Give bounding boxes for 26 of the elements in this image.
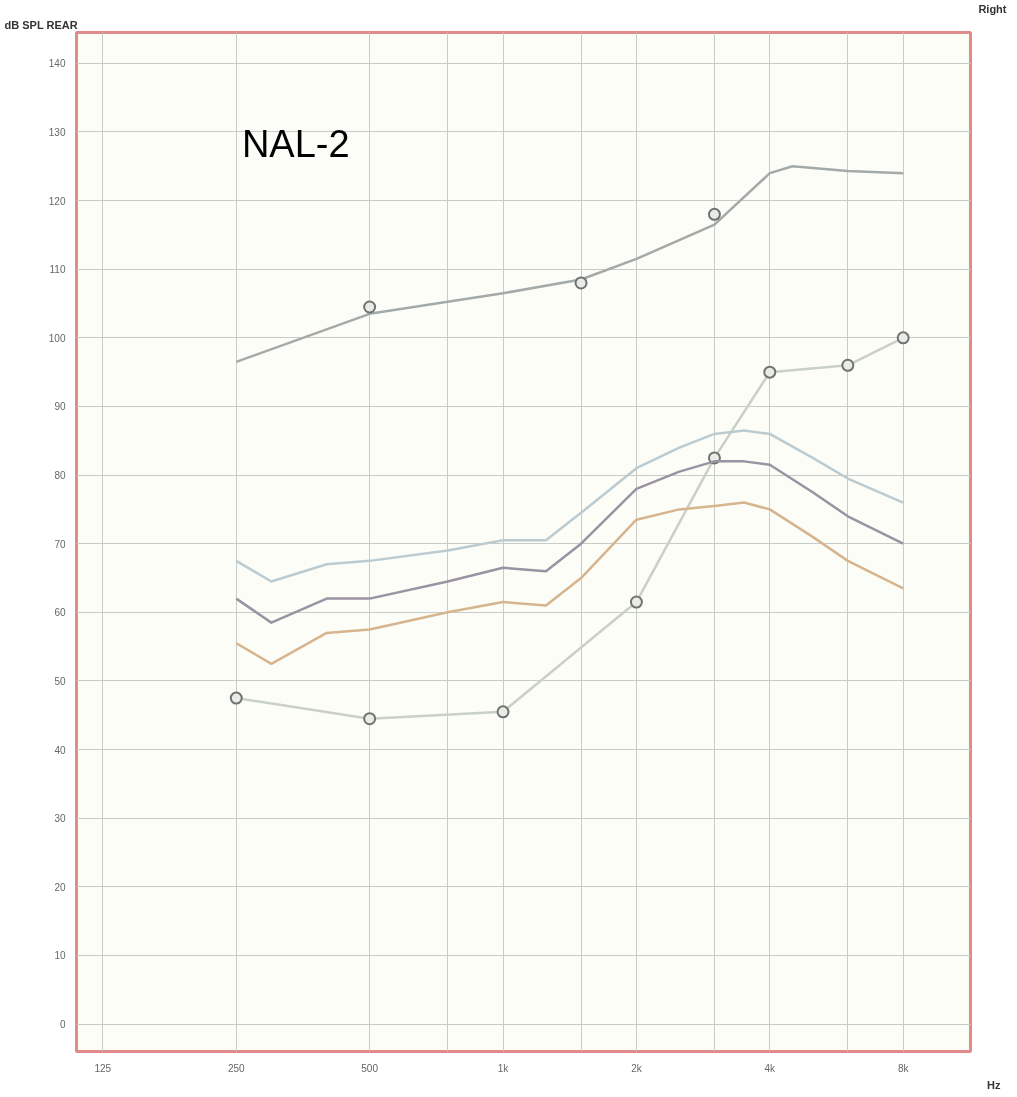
y-tick-label: 100 [48, 332, 66, 344]
y-axis-title: dB SPL REAR [4, 18, 78, 31]
y-tick-label: 50 [54, 675, 66, 687]
x-axis-title: Hz [987, 1078, 1001, 1091]
y-tick-label: 110 [49, 264, 66, 276]
x-tick-label: 250 [227, 1062, 246, 1074]
y-tick-label: 90 [54, 401, 66, 413]
annotation: NAL-2 [241, 122, 350, 165]
x-tick-label: 8k [897, 1062, 910, 1074]
y-tick-label: 70 [54, 538, 66, 550]
x-tick-label: 2k [631, 1062, 643, 1074]
y-tick-label: 30 [54, 813, 66, 825]
x-tick-label: 4k [764, 1062, 777, 1074]
x-tick-label: 125 [94, 1062, 112, 1074]
x-tick-label: 500 [361, 1062, 379, 1074]
text: Right [978, 2, 1007, 15]
x-tick-label: 1k [497, 1062, 510, 1074]
y-tick-label: 10 [54, 950, 66, 962]
y-tick-label: 0 [59, 1019, 66, 1031]
y-tick-label: 20 [54, 881, 66, 893]
y-tick-label: 120 [48, 195, 66, 207]
y-tick-label: 40 [54, 744, 66, 756]
y-tick-label: 80 [54, 470, 66, 482]
y-tick-label: 60 [54, 607, 66, 619]
y-tick-label: 130 [48, 127, 66, 138]
y-tick-label: 140 [48, 58, 66, 70]
